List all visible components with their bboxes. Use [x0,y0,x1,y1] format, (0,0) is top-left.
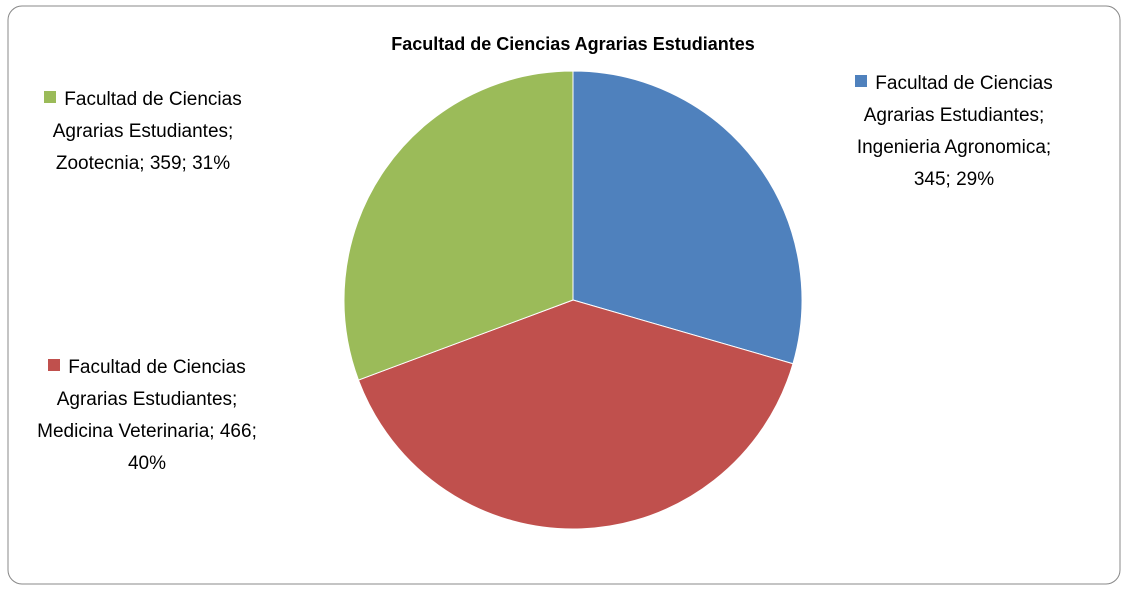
data-label-text: Facultad de Ciencias Agrarias Estudiante… [37,357,257,474]
pie-slice [357,299,794,530]
data-label-text: Facultad de Ciencias Agrarias Estudiante… [52,89,242,174]
data-label: Facultad de Ciencias Agrarias Estudiante… [22,352,272,480]
pie-slice [343,70,574,381]
data-label: Facultad de Ciencias Agrarias Estudiante… [28,84,258,180]
chart-title: Facultad de Ciencias Agrarias Estudiante… [391,34,754,54]
pie-slice [572,70,803,365]
legend-key [48,359,61,371]
legend-key [44,91,57,103]
data-label: Facultad de Ciencias Agrarias Estudiante… [838,68,1070,196]
legend-key [855,75,868,87]
data-label-text: Facultad de Ciencias Agrarias Estudiante… [856,73,1053,190]
